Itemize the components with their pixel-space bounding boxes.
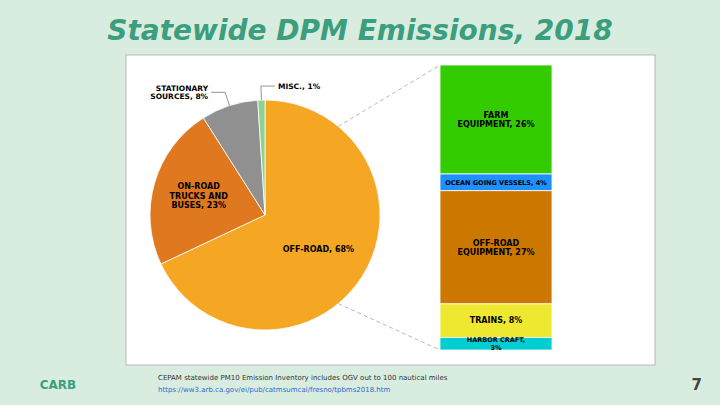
stacked-bar (440, 65, 552, 350)
segment-label-line: EQUIPMENT, 26% (457, 120, 534, 129)
segment-label: OCEAN GOING VESSELS, 4% (445, 179, 547, 187)
slice-label: OFF-ROAD, 68% (283, 245, 354, 254)
texts: Statewide DPM Emissions, 2018 OFF-ROAD, 6… (40, 14, 702, 394)
slice-label-line: BUSES, 23% (171, 201, 226, 210)
segment-label-line: OFF-ROAD (473, 239, 520, 248)
segment-label-line: TRAINS, 8% (470, 316, 523, 325)
background (0, 0, 720, 405)
annotation: https://ww3.arb.ca.gov/ei/pub/catmsumcal… (158, 386, 391, 394)
marks (150, 65, 552, 350)
segment-label-line: 3% (490, 344, 502, 352)
slice-label-line: OFF-ROAD, 68% (283, 245, 354, 254)
annotation: 7 (692, 376, 702, 394)
pie (150, 100, 380, 330)
segment-label: FARMEQUIPMENT, 26% (457, 111, 534, 129)
connector (338, 65, 440, 126)
slice-label: STATIONARYSOURCES, 8% (150, 84, 208, 102)
annotation: CEPAM statewide PM10 Emission Inventory … (158, 374, 448, 382)
leader-line (261, 86, 275, 100)
slice-label: MISC., 1% (278, 82, 321, 91)
segment-label: OFF-ROADEQUIPMENT, 27% (457, 239, 534, 257)
segment-label: TRAINS, 8% (470, 316, 523, 325)
pie-slice (258, 100, 265, 215)
bar-segment (440, 65, 552, 174)
segment-label: HARBOR CRAFT,3% (467, 336, 525, 351)
title: Statewide DPM Emissions, 2018 (107, 14, 612, 47)
bar-segment (440, 191, 552, 304)
connector (338, 304, 440, 350)
slice-label-line: TRUCKS AND (170, 192, 229, 201)
chart-area (126, 55, 655, 365)
leader-line (211, 92, 229, 105)
segment-label-line: OCEAN GOING VESSELS, 4% (445, 179, 547, 187)
slice-label-line: SOURCES, 8% (150, 92, 208, 101)
chart-root: Statewide DPM Emissions, 2018 OFF-ROAD, 6… (0, 0, 720, 405)
slice-label-line: ON-ROAD (178, 182, 221, 191)
segment-label-line: FARM (484, 111, 509, 120)
annotation: CARB (40, 378, 76, 392)
slice-label: ON-ROADTRUCKS ANDBUSES, 23% (170, 182, 229, 209)
slice-label-line: MISC., 1% (278, 82, 321, 91)
segment-label-line: EQUIPMENT, 27% (457, 248, 534, 257)
bar-segment (440, 174, 552, 191)
bar-segment (440, 304, 552, 338)
